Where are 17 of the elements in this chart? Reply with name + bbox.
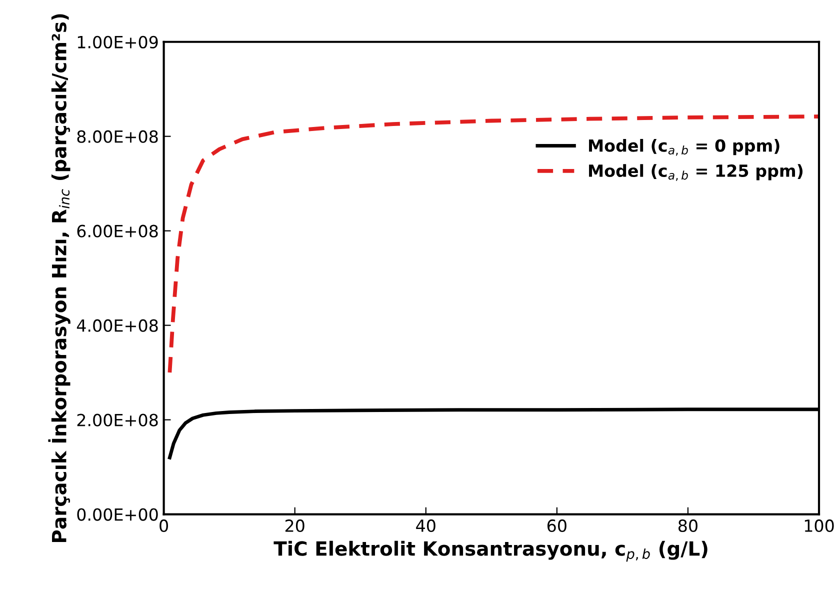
x-tick-label: 0 <box>160 519 168 532</box>
legend-label: Model (c$_{a,b}$ = 0 ppm) <box>589 138 780 156</box>
y-tick-label: 2.00E+08 <box>77 414 158 426</box>
x-tick-label: 60 <box>547 519 566 532</box>
x-tick-label: 40 <box>416 519 436 532</box>
legend-label: Model (c$_{a,b}$ = 125 ppm) <box>589 164 803 181</box>
x-tick-label: 20 <box>285 519 304 532</box>
x-axis-title: TiC Elektrolit Konsantrasyonu, c$_{p,b}$ (g/L) <box>274 540 708 562</box>
y-tick-label: 1.00E+09 <box>78 36 158 48</box>
line-series <box>168 114 819 374</box>
y-tick-label: 6.00E+08 <box>77 224 158 238</box>
x-tick-label: 80 <box>678 519 698 532</box>
y-tick-label: 8.00E+08 <box>77 130 158 143</box>
y-tick-label: 0.00E+00 <box>77 508 158 521</box>
y-axis-title: Parçacık İnkorporasyon Hızı, R$_{inc}$ (parçacık/cm²s) <box>48 14 70 542</box>
x-tick-label: 100 <box>804 519 834 532</box>
y-tick-label: 4.00E+08 <box>76 319 158 332</box>
